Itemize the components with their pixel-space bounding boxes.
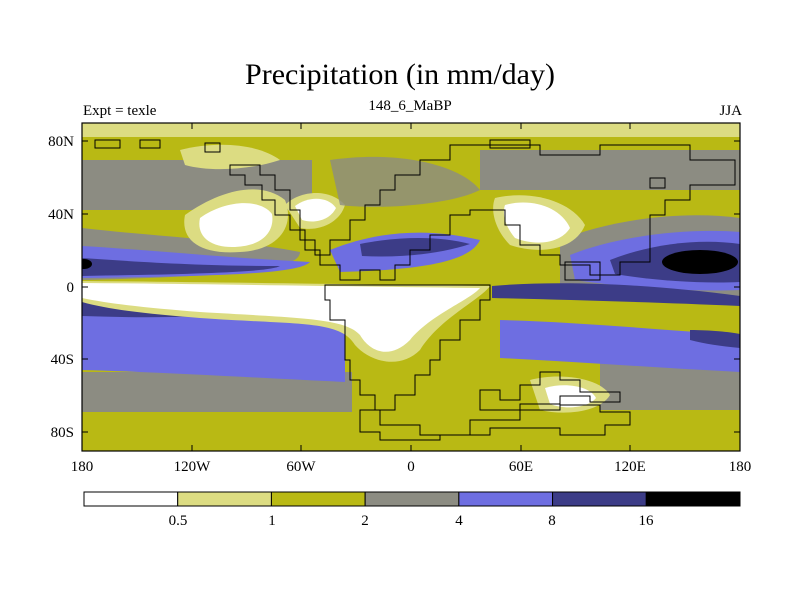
page-title: Precipitation (in mm/day): [245, 58, 555, 91]
colorbar-swatch: [177, 491, 272, 507]
colorbar-swatch: [83, 491, 179, 507]
lat-ticks: [82, 140, 740, 433]
colorbar-label: 4: [455, 513, 463, 529]
lat-label-40n: 40N: [48, 207, 74, 223]
colorbar-swatch: [645, 491, 741, 507]
lon-ticks: [81, 123, 631, 451]
lon-label-60w: 60W: [286, 459, 316, 475]
colorbar-label: 8: [548, 513, 556, 529]
colorbar: [83, 491, 741, 507]
colorbar-swatch: [270, 491, 366, 507]
season-label: JJA: [719, 103, 742, 119]
colorbar-labels: 0.5 1 2 4 8 16: [169, 513, 654, 529]
lat-label-equator: 0: [67, 280, 75, 296]
colorbar-label: 2: [361, 513, 369, 529]
lon-label-0: 0: [407, 459, 415, 475]
colorbar-swatch: [552, 491, 647, 507]
lon-label-120w: 120W: [174, 459, 212, 475]
lat-label-80n: 80N: [48, 134, 74, 150]
period-label: 148_6_MaBP: [368, 98, 452, 114]
colorbar-swatch: [364, 491, 460, 507]
colorbar-label: 16: [639, 513, 655, 529]
lon-label-120e: 120E: [614, 459, 646, 475]
lat-label-80s: 80S: [51, 425, 74, 441]
map-field: [82, 123, 740, 451]
lat-label-40s: 40S: [51, 352, 74, 368]
experiment-label: Expt = texle: [83, 103, 157, 119]
lon-label-60e: 60E: [509, 459, 533, 475]
lon-label-180w: 180: [71, 459, 94, 475]
colorbar-label: 0.5: [169, 513, 188, 529]
colorbar-swatch: [458, 491, 554, 507]
colorbar-label: 1: [268, 513, 276, 529]
coastlines: [94, 139, 736, 441]
lon-label-180e: 180: [729, 459, 752, 475]
